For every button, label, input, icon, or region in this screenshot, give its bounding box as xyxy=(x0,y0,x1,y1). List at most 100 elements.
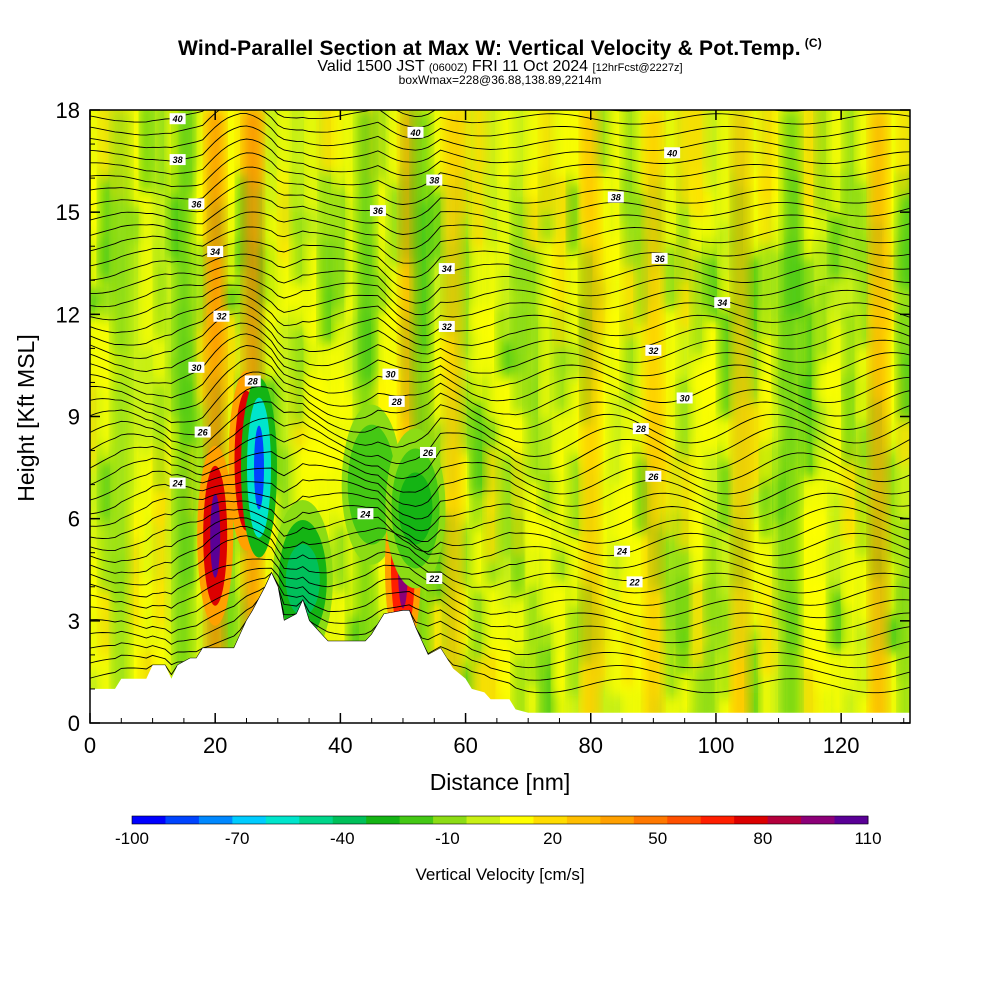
w-streak xyxy=(90,443,100,552)
isentrope-line xyxy=(90,333,910,390)
w-streak xyxy=(320,443,338,544)
isentrope-label-bg xyxy=(438,320,455,332)
terrain xyxy=(90,573,910,723)
terrain-mask xyxy=(90,573,910,723)
w-streak xyxy=(388,307,402,408)
isentrope-label-text: 34 xyxy=(442,264,452,274)
w-streak xyxy=(664,375,678,448)
isentrope-line xyxy=(90,196,910,235)
w-column xyxy=(112,110,131,723)
w-streak xyxy=(884,648,901,723)
w-feature-core xyxy=(285,543,320,616)
w-streak xyxy=(691,239,708,356)
y-tick-label: 15 xyxy=(56,200,80,225)
isentrope-label-bg xyxy=(632,423,649,435)
isentrope-line xyxy=(90,385,910,444)
y-tick-label: 12 xyxy=(56,302,80,327)
x-axis-label: Distance [nm] xyxy=(430,769,571,795)
isentrope-label: 28 xyxy=(388,395,405,407)
isentrope-label: 34 xyxy=(207,246,224,258)
w-feature-core xyxy=(210,493,221,578)
w-streak xyxy=(843,110,858,211)
isentrope-label: 34 xyxy=(438,263,455,275)
w-streak xyxy=(237,511,249,598)
isentrope-label-bg xyxy=(169,113,186,125)
isentrope-line xyxy=(90,125,910,165)
y-tick-label: 0 xyxy=(68,711,80,736)
x-tick-label: 20 xyxy=(203,733,227,758)
isentrope-line xyxy=(90,322,910,377)
colorbar-swatch xyxy=(667,816,702,824)
w-streak xyxy=(829,307,845,386)
isentrope-label-bg xyxy=(188,198,205,210)
y-tick-label: 18 xyxy=(56,98,80,123)
isentrope-label: 38 xyxy=(169,154,186,166)
isentrope-label-text: 26 xyxy=(647,472,659,482)
copyright-mark: (C) xyxy=(804,36,822,50)
isentrope-label-text: 32 xyxy=(216,312,226,322)
w-streak xyxy=(691,443,708,553)
isentrope-label: 32 xyxy=(645,344,662,356)
w-streak xyxy=(196,239,208,329)
isentrope-label: 38 xyxy=(426,174,443,186)
colorbar-swatch xyxy=(132,816,166,824)
w-streak xyxy=(719,110,733,222)
w-streak xyxy=(609,511,621,604)
w-streak xyxy=(375,171,390,274)
w-streak xyxy=(485,443,503,561)
w-streak xyxy=(815,579,833,691)
w-streak xyxy=(306,110,317,210)
isentrope-label-bg xyxy=(369,205,386,217)
isentrope-label-text: 22 xyxy=(428,574,439,584)
w-streak xyxy=(196,375,207,447)
chart-title-text: Wind-Parallel Section at Max W: Vertical… xyxy=(178,37,801,60)
w-streak xyxy=(127,239,140,349)
w-streak xyxy=(898,443,910,522)
isentrope-line xyxy=(90,526,910,581)
w-streak xyxy=(898,511,910,617)
isentrope-line xyxy=(90,166,910,205)
w-streak xyxy=(815,110,830,212)
isentrope-label-text: 34 xyxy=(210,247,220,257)
w-streak xyxy=(499,171,510,269)
w-streak xyxy=(678,375,693,460)
isentrope-label-bg xyxy=(676,392,693,404)
isentrope-label-text: 36 xyxy=(191,199,202,209)
colorbar-tick-label: -100 xyxy=(115,829,149,848)
w-streak xyxy=(719,511,735,599)
isentrope-label-text: 24 xyxy=(172,479,183,489)
isentrope-label-bg xyxy=(188,361,205,373)
isentrope-label-text: 40 xyxy=(172,114,183,124)
isentrope-label: 38 xyxy=(607,191,624,203)
colorbar-swatch xyxy=(767,816,802,824)
w-column xyxy=(869,110,888,723)
w-streak xyxy=(512,443,524,558)
isentrope-line xyxy=(90,401,910,457)
w-feature xyxy=(197,445,234,626)
w-streak xyxy=(843,579,855,691)
colorbar-tick-label: -10 xyxy=(435,829,460,848)
isentrope-line xyxy=(90,447,910,495)
w-streak xyxy=(567,171,579,254)
isentrope-label-text: 34 xyxy=(717,298,727,308)
colorbar-tick-label: -70 xyxy=(225,829,250,848)
isentrope-label-text: 28 xyxy=(635,424,646,434)
isentrope-label-text: 30 xyxy=(191,363,201,373)
x-axis: 0 20 40 60 80 100 120 xyxy=(84,110,905,758)
isentrope-label-bg xyxy=(357,508,374,520)
w-streak xyxy=(664,110,676,173)
colorbar-swatch xyxy=(801,816,836,824)
w-streak xyxy=(843,307,857,397)
isentrope-line xyxy=(90,517,910,569)
colorbar-swatch xyxy=(633,816,668,824)
forecast-info: [12hrFcst@2227z] xyxy=(592,62,683,74)
isentrope-label-bg xyxy=(664,147,681,159)
w-streak xyxy=(223,171,239,287)
colorbar-swatch xyxy=(834,816,869,824)
w-streak xyxy=(884,443,899,560)
w-streak xyxy=(154,239,166,339)
isentrope-label-bg xyxy=(169,154,186,166)
w-streak xyxy=(554,239,568,348)
isentrope-label-text: 36 xyxy=(373,206,384,216)
y-tick-label: 3 xyxy=(68,609,80,634)
